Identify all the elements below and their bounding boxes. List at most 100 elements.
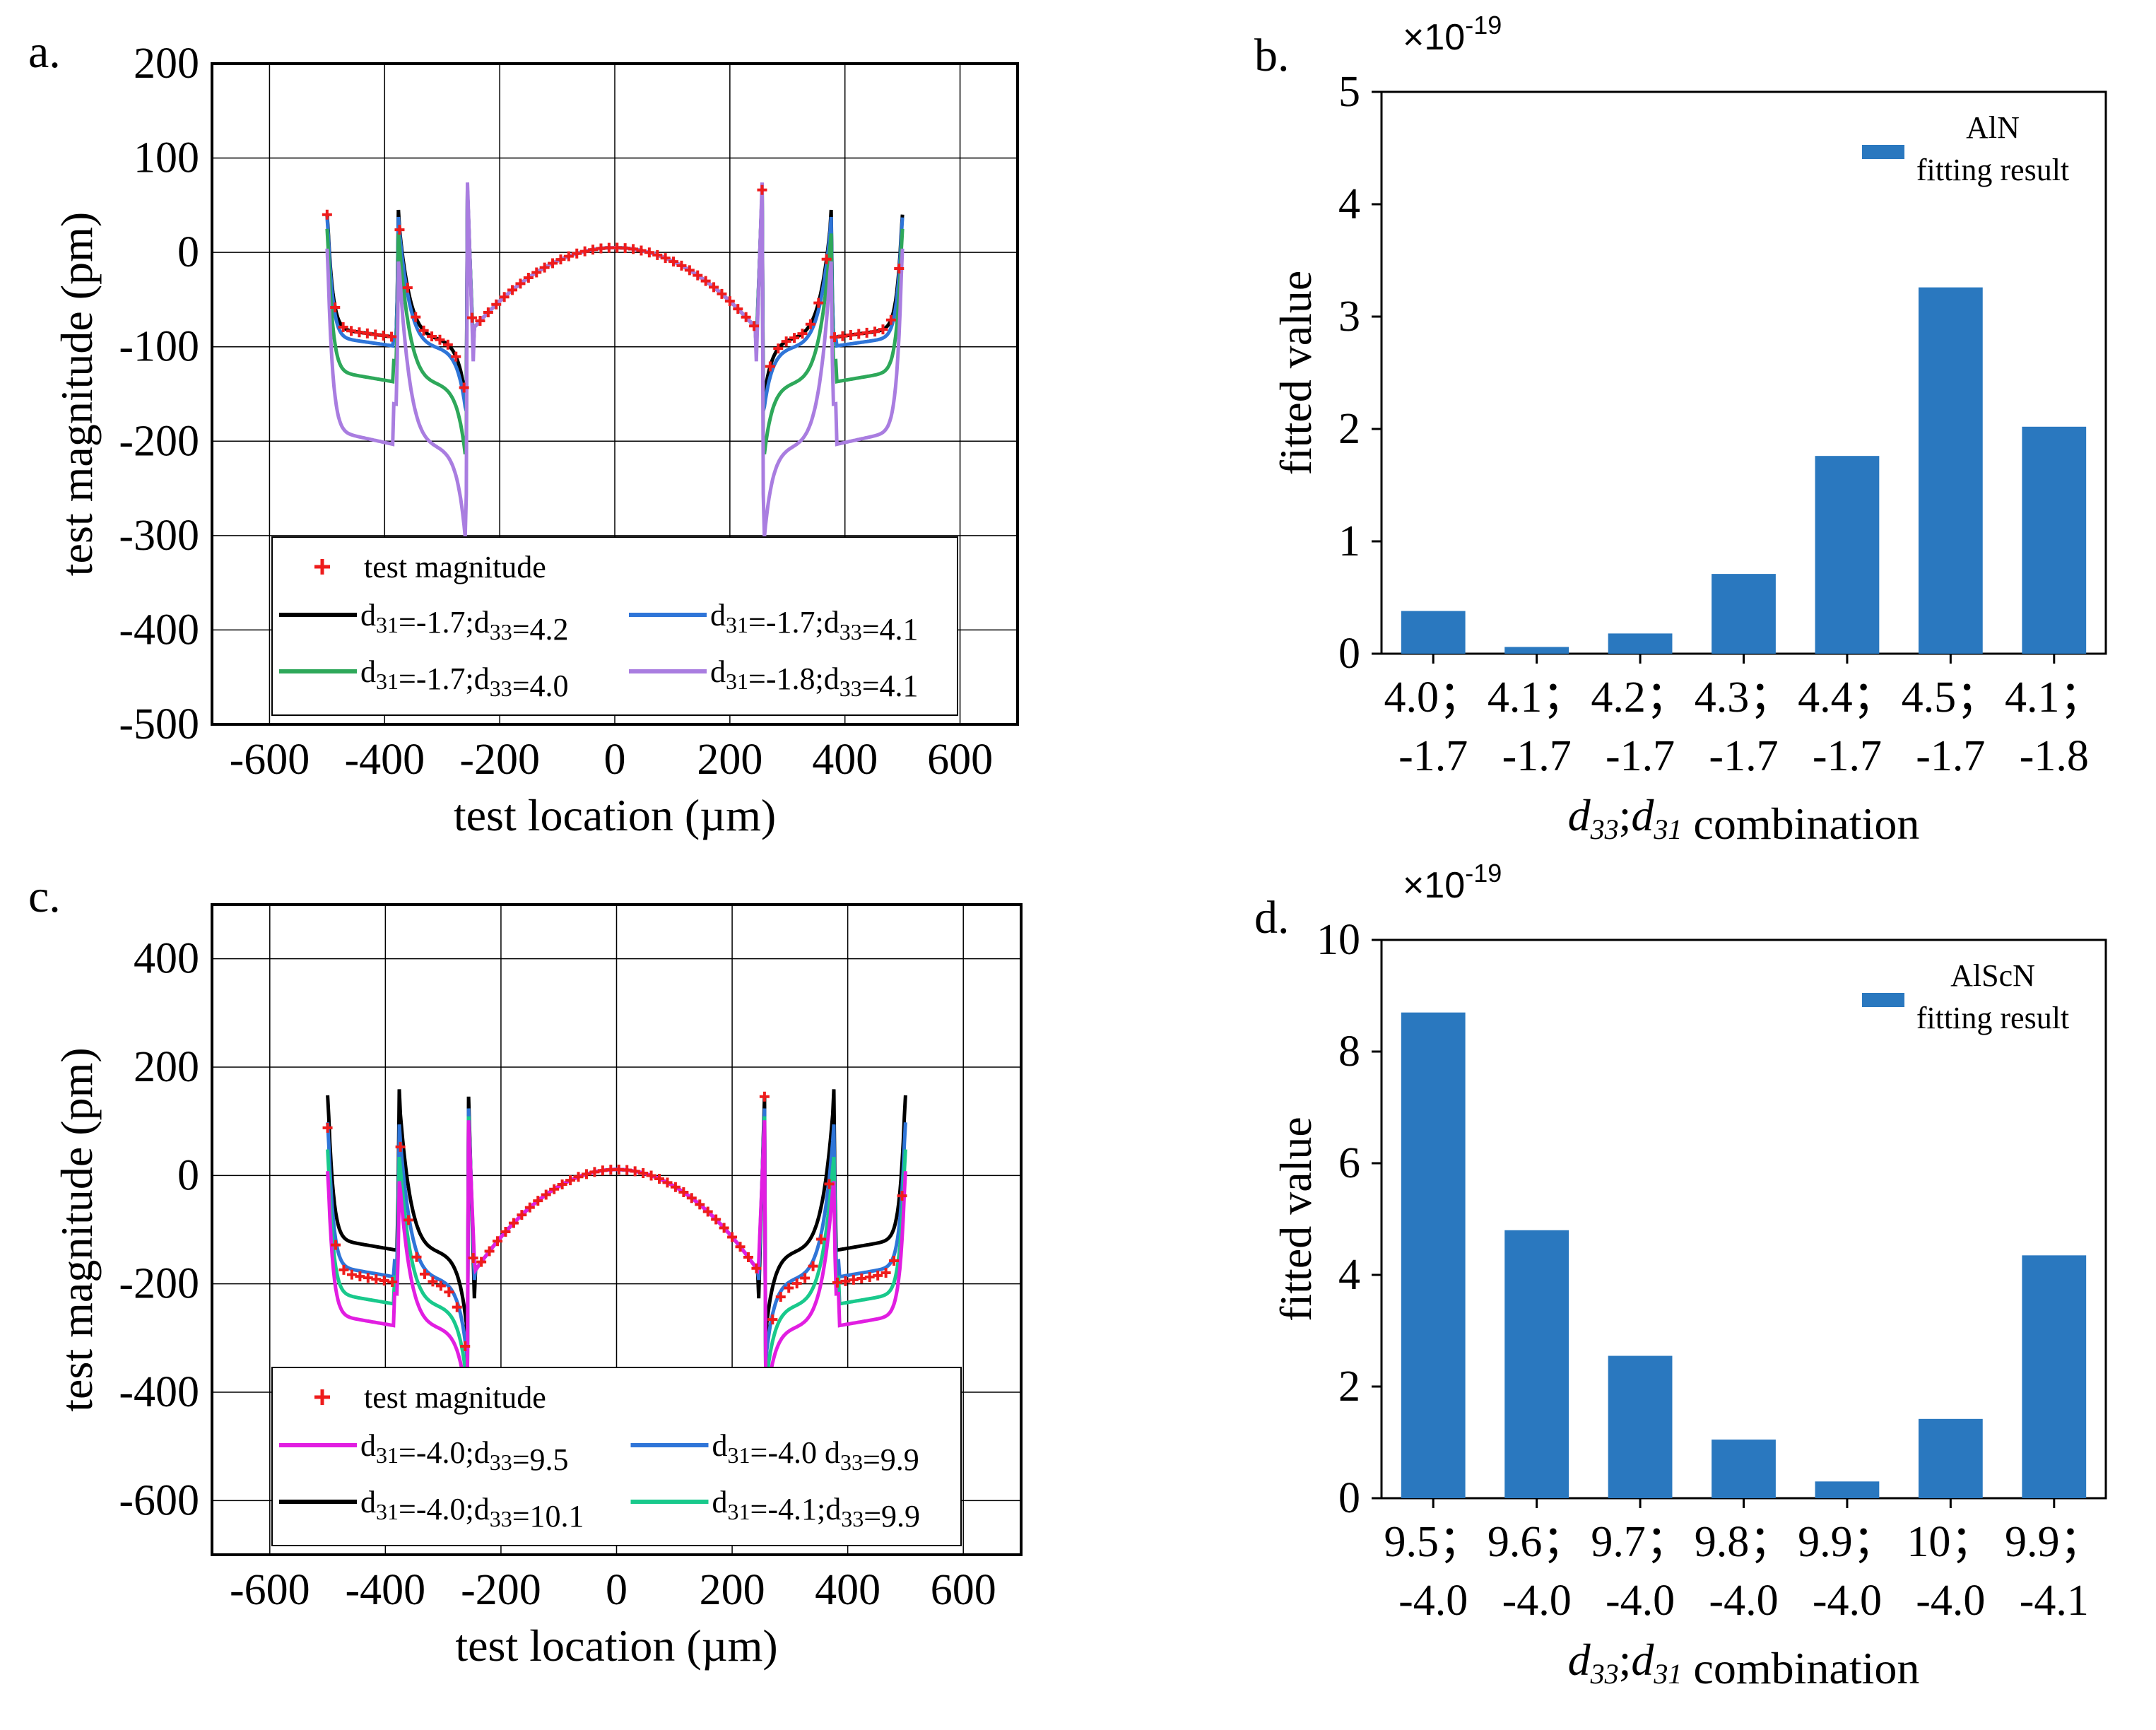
title-part: d bbox=[1568, 1635, 1591, 1685]
text-part: d bbox=[474, 1492, 490, 1526]
title-sub: 33 bbox=[1590, 813, 1619, 845]
text-part: d bbox=[710, 654, 726, 689]
test-point bbox=[702, 1206, 713, 1217]
legend-label: d31=-4.0;d33=9.5 bbox=[360, 1428, 569, 1477]
axis-multiplier: ×10-19 bbox=[1403, 11, 1502, 58]
legend-label: AlScN bbox=[1950, 958, 2035, 993]
legend-marker-test bbox=[314, 559, 330, 575]
chart-b: 0 1 2 3 4 5 ×10-19 4.0； -1.7 4.1； -1.7 4.2； -1.7 4.3；… bbox=[1271, 11, 2107, 849]
subscript: 31 bbox=[728, 1442, 750, 1468]
text-part: d bbox=[474, 1435, 490, 1470]
test-point bbox=[330, 302, 341, 312]
legend-label: d31=-1.8;d33=4.1 bbox=[710, 654, 919, 703]
test-point bbox=[670, 1182, 681, 1192]
test-point bbox=[452, 1302, 462, 1312]
test-point bbox=[338, 1264, 349, 1275]
test-point bbox=[660, 253, 671, 264]
panel-label-a: a. bbox=[28, 26, 61, 78]
test-point bbox=[523, 273, 534, 283]
axis-multiplier: ×10-19 bbox=[1403, 859, 1502, 906]
x-tick-label: -1.7 bbox=[1398, 732, 1468, 780]
test-point bbox=[435, 1281, 446, 1291]
test-point bbox=[402, 283, 413, 293]
test-point bbox=[507, 285, 518, 295]
test-point bbox=[741, 312, 751, 322]
test-point bbox=[676, 260, 687, 271]
x-tick-label: -4.0 bbox=[1916, 1577, 1985, 1625]
x-tick-label: -600 bbox=[230, 1566, 310, 1614]
test-point bbox=[789, 333, 800, 343]
x-tick-label: -200 bbox=[459, 736, 540, 784]
test-point bbox=[338, 322, 348, 332]
title-part: d bbox=[1568, 790, 1591, 840]
text-part: =9.9 bbox=[864, 1499, 920, 1534]
test-point bbox=[493, 1236, 503, 1247]
x-tick-label: -1.7 bbox=[1709, 732, 1778, 780]
test-point bbox=[889, 1256, 900, 1266]
x-axis-title: test location (µm) bbox=[455, 1620, 777, 1671]
test-point bbox=[548, 258, 558, 269]
x-tick-label: -1.7 bbox=[1606, 732, 1675, 780]
text-part: =9.5 bbox=[512, 1442, 569, 1477]
test-point bbox=[451, 351, 461, 362]
subscript: 33 bbox=[490, 619, 512, 645]
test-point bbox=[805, 319, 815, 329]
text-part: =4.1 bbox=[862, 669, 919, 703]
y-tick-label: 4 bbox=[1338, 1251, 1360, 1299]
x-tick-label: 9.6； bbox=[1488, 1518, 1586, 1566]
test-point bbox=[781, 336, 791, 347]
y-tick-label: -200 bbox=[119, 417, 199, 465]
test-point bbox=[563, 251, 574, 261]
test-point bbox=[638, 1167, 649, 1178]
test-point bbox=[475, 316, 485, 326]
test-point bbox=[800, 1273, 811, 1283]
legend-label: d31=-1.7;d33=4.1 bbox=[710, 598, 919, 647]
y-tick-label: 0 bbox=[177, 228, 199, 276]
test-point bbox=[531, 267, 542, 278]
text-part: d bbox=[360, 1485, 376, 1519]
legend-swatch bbox=[1862, 993, 1904, 1007]
text-part: d bbox=[712, 1428, 728, 1463]
subscript: 31 bbox=[376, 1442, 399, 1468]
y-tick-label: -300 bbox=[119, 512, 199, 560]
text-part: d bbox=[710, 598, 726, 632]
y-tick-label: 3 bbox=[1338, 293, 1360, 341]
y-tick-label: 0 bbox=[1338, 630, 1360, 678]
bar bbox=[1815, 456, 1880, 654]
y-tick-label: 200 bbox=[134, 40, 199, 88]
y-tick-label: 4 bbox=[1338, 180, 1360, 228]
x-tick-label: 4.5； bbox=[1902, 673, 2001, 722]
test-point bbox=[773, 343, 784, 354]
test-point bbox=[387, 331, 397, 342]
test-point bbox=[628, 244, 639, 254]
test-point bbox=[394, 225, 405, 235]
test-point bbox=[791, 1278, 802, 1289]
legend-box bbox=[271, 1367, 962, 1546]
test-point bbox=[873, 1270, 883, 1281]
subscript: 31 bbox=[726, 612, 748, 637]
test-point bbox=[460, 1341, 471, 1351]
y-tick-label: 8 bbox=[1338, 1028, 1360, 1076]
y-tick-label: 6 bbox=[1338, 1139, 1360, 1187]
test-point bbox=[515, 278, 526, 289]
test-point bbox=[644, 247, 654, 258]
subscript: 33 bbox=[490, 676, 512, 701]
test-point bbox=[468, 1253, 478, 1264]
test-point bbox=[387, 1277, 398, 1288]
x-tick-label: 9.5； bbox=[1384, 1518, 1483, 1566]
test-point bbox=[735, 1242, 746, 1252]
test-point bbox=[355, 1271, 365, 1282]
test-point bbox=[678, 1187, 689, 1198]
text-part: =-4.1; bbox=[750, 1492, 826, 1526]
test-point bbox=[757, 184, 767, 195]
legend-label: d31=-4.0;d33=10.1 bbox=[360, 1485, 584, 1534]
x-tick-label: 9.9； bbox=[1798, 1518, 1897, 1566]
x-tick-label: -400 bbox=[346, 1566, 426, 1614]
x-tick-label: 400 bbox=[815, 1566, 880, 1614]
y-tick-label: 1 bbox=[1338, 517, 1360, 565]
test-point bbox=[459, 382, 469, 393]
test-points bbox=[322, 184, 905, 393]
text-part: =4.1 bbox=[862, 612, 919, 647]
title-part: ; bbox=[1619, 1635, 1632, 1685]
